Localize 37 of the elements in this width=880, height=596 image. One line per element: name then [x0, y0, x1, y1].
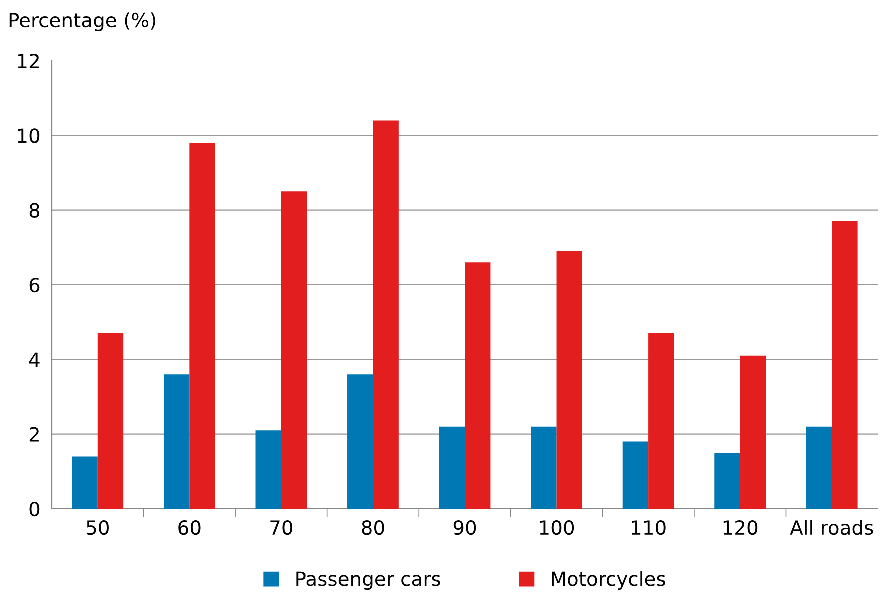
- x-tick-label: 60: [178, 520, 201, 536]
- bar: [465, 262, 491, 509]
- bar: [648, 334, 674, 509]
- bar: [832, 222, 858, 509]
- bar: [348, 374, 374, 509]
- y-tick-label: 0: [30, 502, 40, 517]
- x-tick-label: 110: [632, 520, 666, 536]
- x-tick-label: 100: [540, 520, 574, 536]
- y-tick-label: 6: [30, 278, 40, 293]
- y-tick-label: 8: [30, 203, 40, 218]
- x-tick-label: 70: [270, 520, 293, 536]
- bar: [714, 453, 740, 509]
- bar: [531, 426, 557, 509]
- x-tick-label: 90: [454, 520, 476, 536]
- x-tick-label: 50: [87, 520, 109, 536]
- bar: [256, 430, 282, 509]
- bar: [281, 192, 308, 509]
- bar: [556, 251, 582, 509]
- y-tick-label: 10: [18, 128, 40, 144]
- bar: [439, 426, 465, 509]
- x-tick-label: 80: [362, 520, 384, 536]
- y-tick-label: 12: [18, 54, 39, 68]
- bar: [373, 120, 399, 509]
- y-axis-title: Percentage (%): [10, 12, 156, 32]
- bar: [806, 426, 832, 509]
- x-tick-label: All roads: [790, 520, 874, 536]
- y-tick-label: 4: [29, 352, 40, 368]
- legend-label: Passenger cars: [296, 572, 440, 590]
- bar: [622, 442, 649, 509]
- x-tick-label: 120: [724, 520, 758, 536]
- y-tick-label: 2: [30, 427, 39, 442]
- bar: [164, 374, 190, 509]
- legend-label: Motorcycles: [552, 571, 666, 590]
- bar: [72, 456, 98, 509]
- bar: [190, 143, 216, 509]
- bar: [98, 334, 124, 509]
- bar: [740, 356, 766, 509]
